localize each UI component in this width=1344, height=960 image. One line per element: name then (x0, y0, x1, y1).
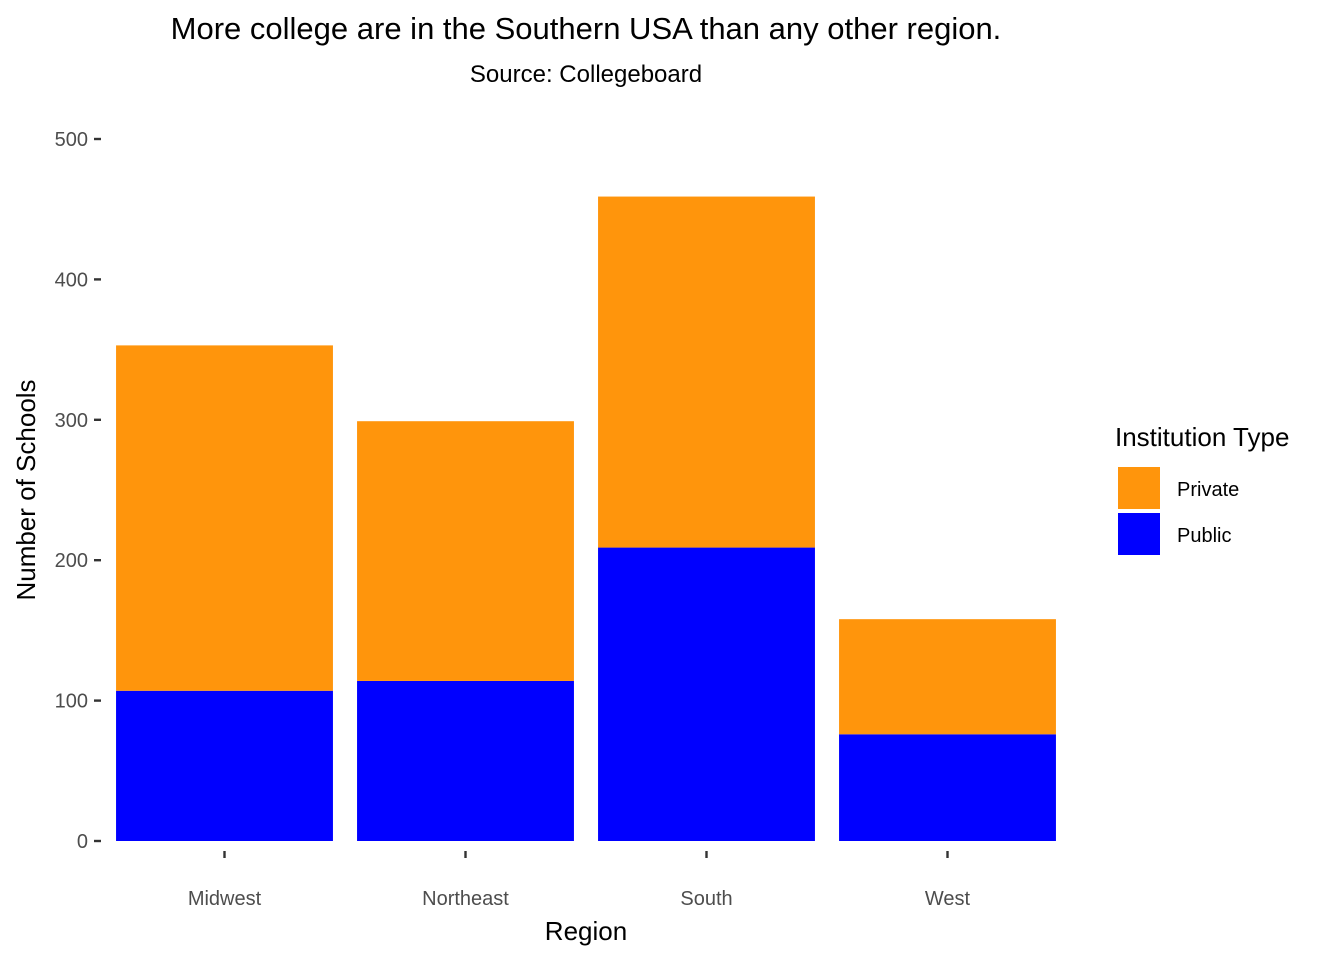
bar-public-west (839, 734, 1056, 841)
y-axis-title: Number of Schools (11, 379, 41, 600)
y-tick-label: 500 (55, 129, 88, 151)
bar-private-midwest (116, 345, 333, 691)
bar-private-south (598, 196, 815, 548)
y-tick-label: 200 (55, 550, 88, 572)
bar-public-northeast (357, 680, 574, 841)
x-axis: Midwest Northeast South West (188, 851, 971, 910)
legend-label-private: Private (1177, 479, 1239, 501)
x-tick-label: West (925, 888, 971, 910)
chart-subtitle: Source: Collegeboard (470, 61, 702, 88)
legend-swatch-private (1118, 467, 1160, 509)
legend-title: Institution Type (1115, 422, 1289, 452)
y-axis: 0 100 200 300 400 500 (55, 129, 101, 853)
y-tick-label: 300 (55, 410, 88, 432)
bars (116, 196, 1056, 841)
chart-title: More college are in the Southern USA tha… (171, 11, 1002, 46)
legend-label-public: Public (1177, 525, 1231, 547)
x-tick-label: Midwest (188, 888, 262, 910)
bar-private-northeast (357, 421, 574, 681)
y-tick-label: 400 (55, 269, 88, 291)
bar-public-south (598, 547, 815, 841)
x-tick-label: South (680, 888, 732, 910)
y-tick-label: 100 (55, 691, 88, 713)
bar-public-midwest (116, 690, 333, 841)
legend: Institution Type Private Public (1115, 422, 1289, 555)
bar-private-west (839, 619, 1056, 735)
x-axis-title: Region (545, 916, 627, 946)
y-tick-label: 0 (77, 831, 88, 853)
legend-swatch-public (1118, 513, 1160, 555)
x-tick-label: Northeast (422, 888, 509, 910)
